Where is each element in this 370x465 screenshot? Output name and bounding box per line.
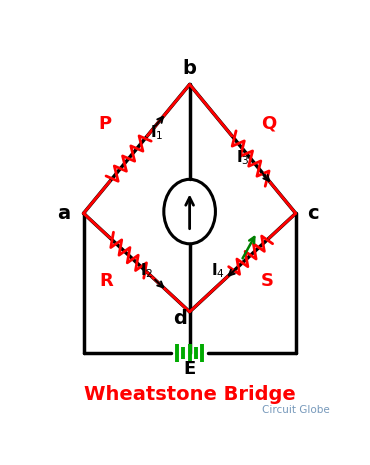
Text: Wheatstone Bridge: Wheatstone Bridge <box>84 385 296 404</box>
Text: I$_{4}$: I$_{4}$ <box>211 261 225 280</box>
Text: c: c <box>307 204 319 223</box>
Text: I$_{2}$: I$_{2}$ <box>140 261 153 280</box>
Text: a: a <box>57 204 70 223</box>
Text: Q: Q <box>261 115 276 133</box>
Text: S: S <box>260 272 273 290</box>
Text: b: b <box>183 59 196 78</box>
Text: d: d <box>173 310 186 328</box>
Text: I$_{1}$: I$_{1}$ <box>150 123 164 142</box>
Text: R: R <box>100 272 113 290</box>
Text: E: E <box>184 360 196 378</box>
Text: Circuit Globe: Circuit Globe <box>262 405 330 415</box>
Text: P: P <box>98 115 112 133</box>
Text: I$_{3}$: I$_{3}$ <box>236 148 249 167</box>
